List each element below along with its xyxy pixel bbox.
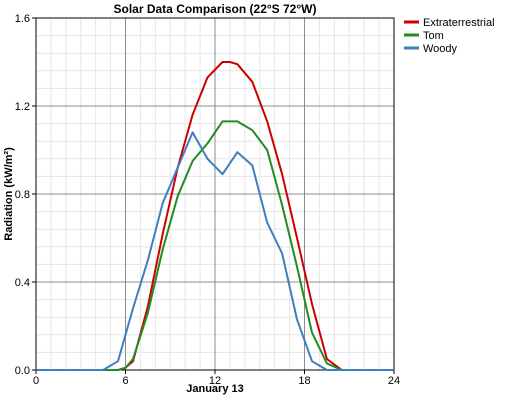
x-tick-label: 18 xyxy=(298,375,310,387)
legend-label-extraterrestrial: Extraterrestrial xyxy=(423,17,495,29)
series-layer xyxy=(36,61,394,371)
chart-title: Solar Data Comparison (22°S 72°W) xyxy=(114,2,317,16)
y-tick-label: 0.0 xyxy=(15,365,30,377)
x-tick-label: 12 xyxy=(209,375,221,387)
legend-label-tom: Tom xyxy=(423,30,444,42)
series-line-woody xyxy=(36,131,394,371)
y-tick-label: 0.4 xyxy=(15,277,30,289)
legend-label-woody: Woody xyxy=(423,43,458,55)
series-line-extraterrestrial xyxy=(36,61,343,371)
tick-layer: 0 6 12 18 24 0.0 0.4 0.8 1.2 1.6 xyxy=(15,13,400,387)
x-tick-label: 6 xyxy=(122,375,128,387)
y-axis-label: Radiation (kW/m²) xyxy=(3,147,15,241)
x-tick-label: 24 xyxy=(388,375,400,387)
y-tick-label: 0.8 xyxy=(15,189,30,201)
series-line-tom xyxy=(36,120,343,371)
x-axis-label: January 13 xyxy=(186,383,243,395)
x-tick-label: 0 xyxy=(33,375,39,387)
y-tick-label: 1.6 xyxy=(15,13,30,25)
y-tick-label: 1.2 xyxy=(15,101,30,113)
